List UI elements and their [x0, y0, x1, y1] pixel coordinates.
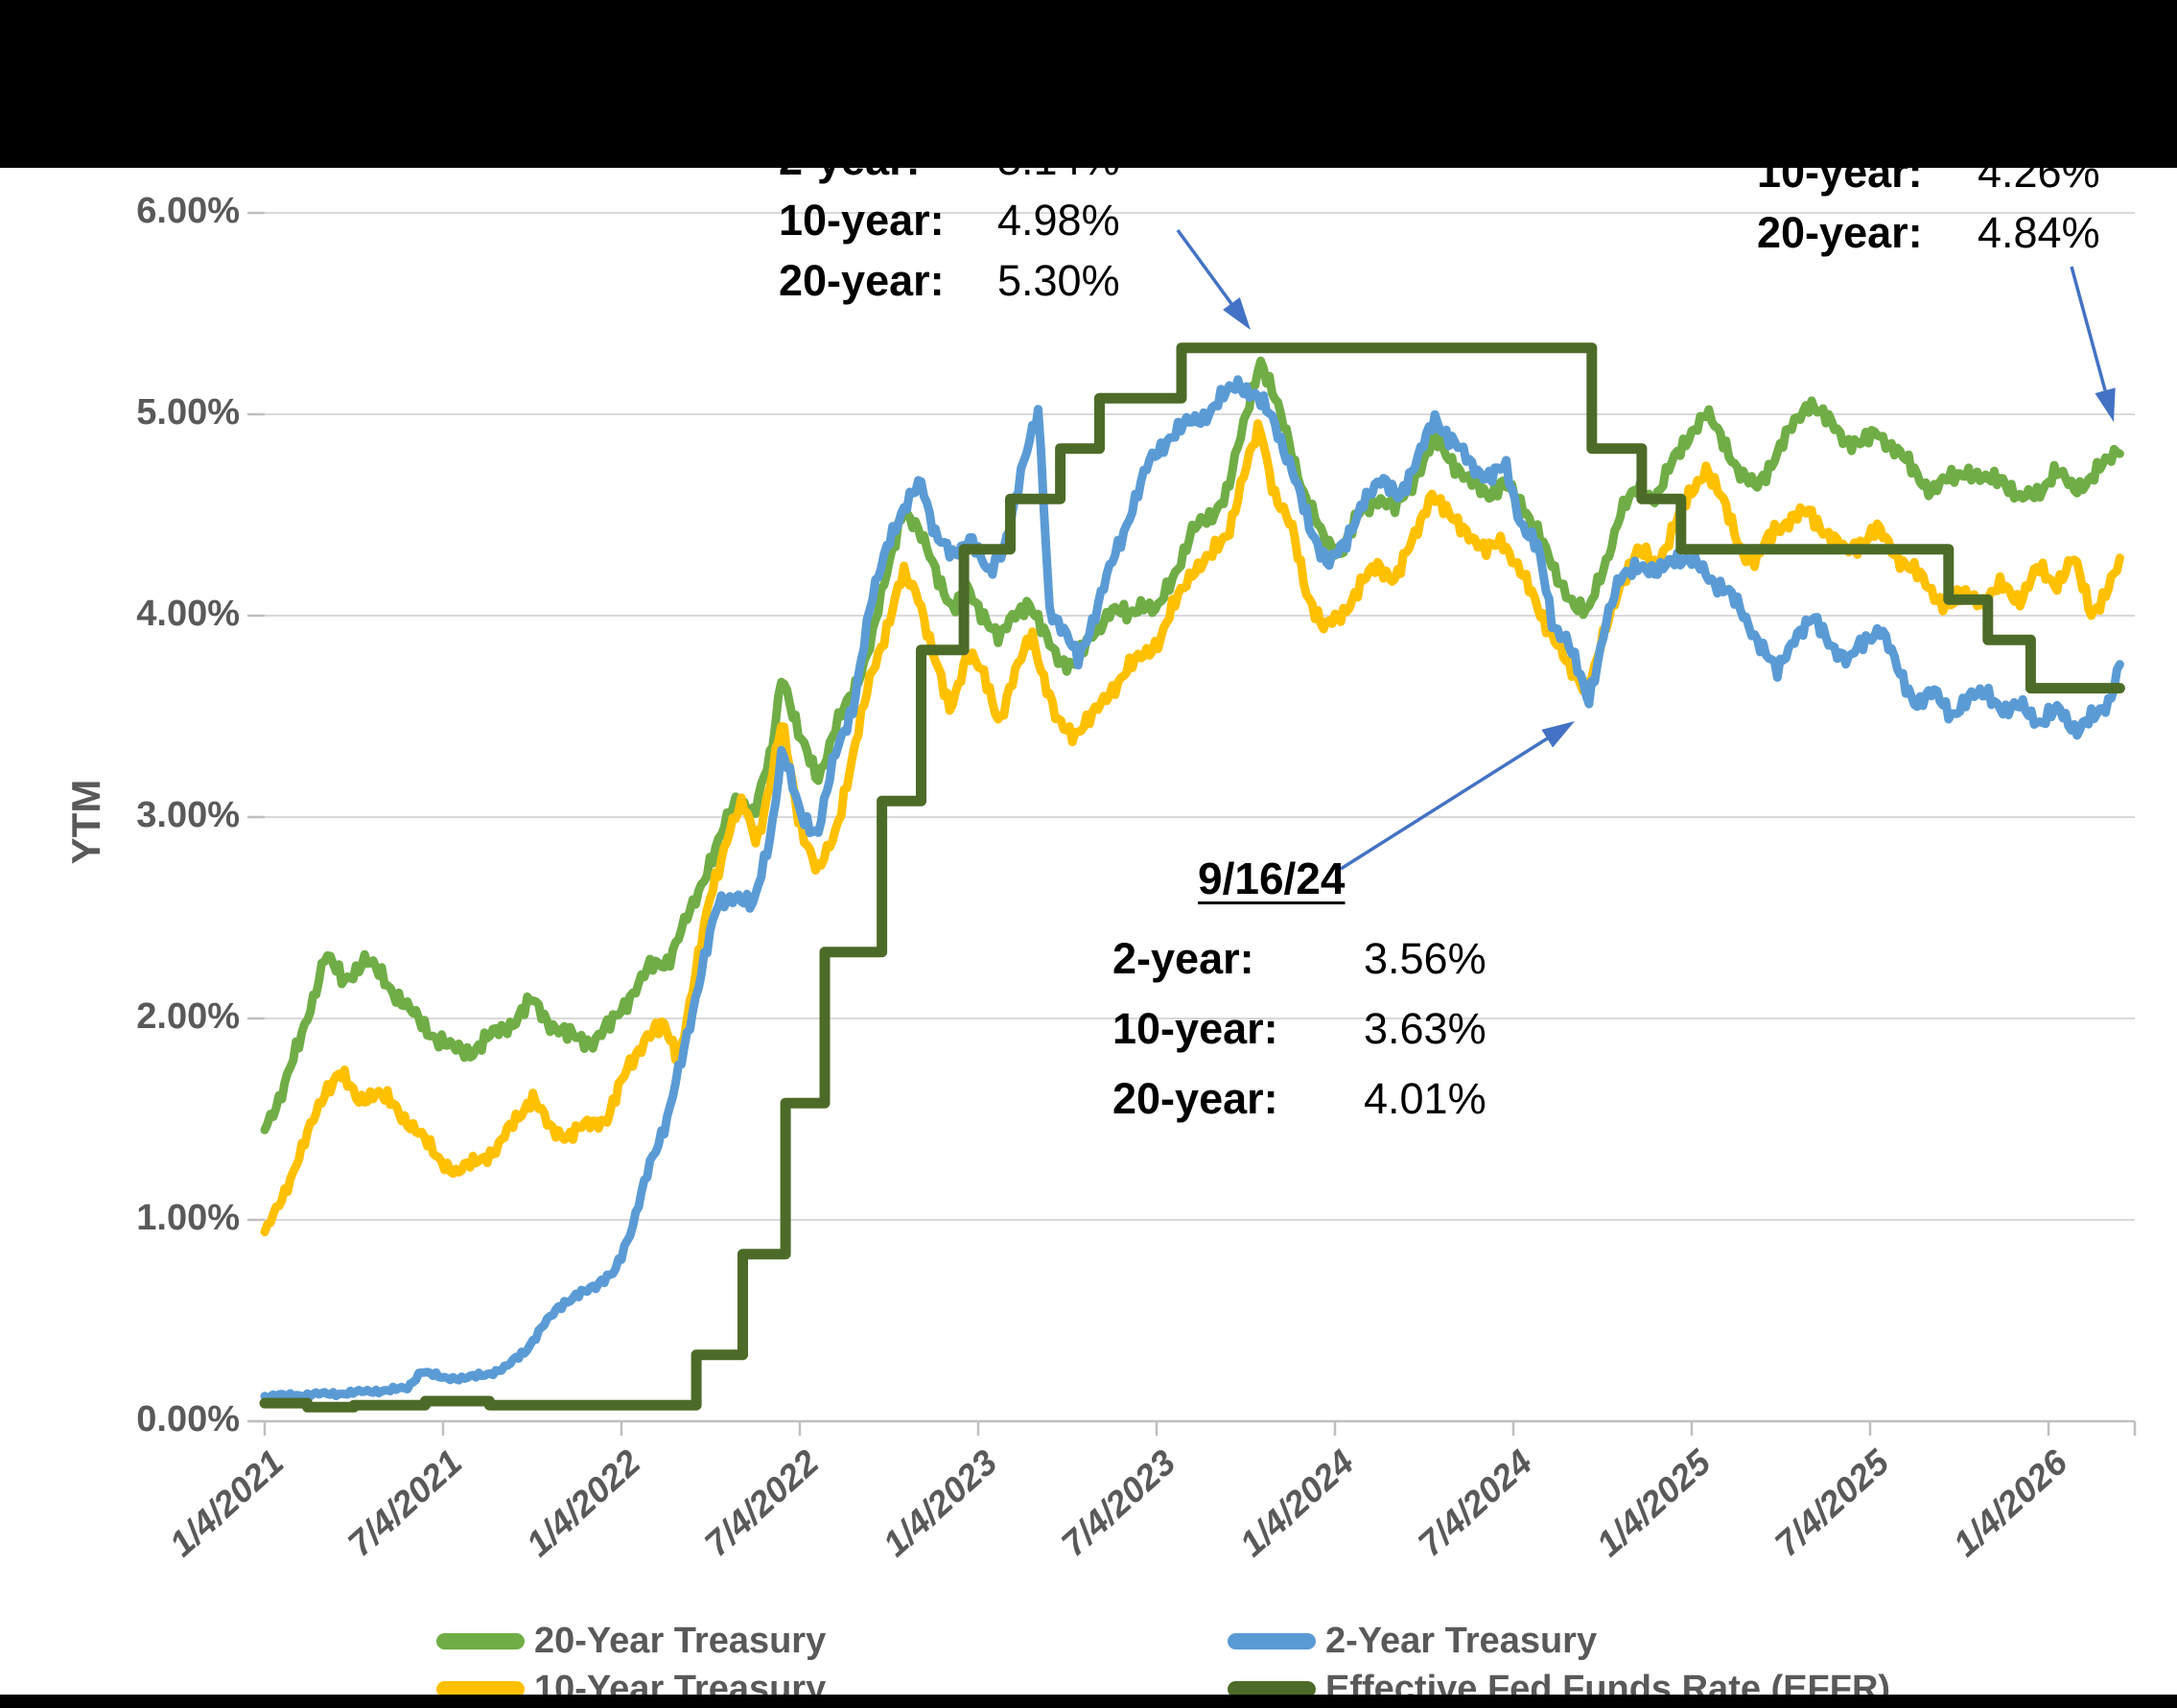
legend-swatch-effr [1228, 1681, 1316, 1697]
series-line-20-year-treasury [260, 356, 2124, 1135]
y-axis-tick-label: 2.00% [136, 996, 240, 1037]
legend-item-20-year-treasury: 20-Year Treasury [436, 1621, 826, 1662]
y-axis-tick-label: 0.00% [136, 1399, 240, 1439]
annotation-row: 10-year: 3.63% [1112, 994, 1486, 1064]
annotation-row: 20-year: 4.01% [1112, 1064, 1486, 1134]
series-line-2-year-treasury [260, 375, 2124, 1403]
legend-swatch-2-year [1228, 1633, 1316, 1650]
annotation-row: 20-year: 4.84% [1757, 202, 2100, 263]
annotation-sep-16-2024: 9/16/24 2-year: 3.56% 10-year: 3.63% 20-… [1112, 844, 1486, 1134]
annotation-label: 10-year: [1112, 1004, 1278, 1053]
legend-swatch-20-year [436, 1633, 525, 1650]
y-axis-tick-label: 5.00% [136, 392, 240, 433]
annotation-arrow-head [1541, 721, 1575, 748]
annotation-label: 10-year: [779, 196, 945, 245]
top-crop-bar [0, 0, 2177, 168]
series-line-10-year-treasury [260, 419, 2124, 1237]
annotation-row: 20-year: 5.30% [779, 250, 1120, 311]
y-axis-tick-label: 3.00% [136, 795, 240, 835]
annotation-value: 5.30% [997, 256, 1120, 305]
y-axis-tick-label: 6.00% [136, 191, 240, 231]
legend-swatch-10-year [436, 1681, 525, 1697]
series-line-effective-fed-funds-rate-effr- [259, 342, 2125, 1413]
annotation-value: 4.98% [997, 196, 1120, 245]
annotation-value: 4.01% [1364, 1074, 1486, 1123]
annotation-value: 4.84% [1978, 208, 2100, 257]
legend-label: 20-Year Treasury [534, 1621, 827, 1661]
annotation-arrow-line [1176, 228, 1233, 305]
annotation-arrow-line [1340, 737, 1549, 871]
annotation-date-title: 9/16/24 [1198, 854, 1346, 903]
annotation-value: 3.63% [1364, 1004, 1486, 1053]
annotation-row: 2-year: 3.56% [1112, 924, 1486, 994]
legend-item-2-year-treasury: 2-Year Treasury [1228, 1621, 1597, 1662]
annotation-row: 10-year: 4.98% [779, 190, 1120, 250]
y-axis-tick-label: 1.00% [136, 1198, 240, 1238]
annotation-label: 20-year: [779, 256, 945, 305]
legend-label: 2-Year Treasury [1325, 1621, 1598, 1661]
annotation-label: 2-year: [1112, 934, 1254, 983]
y-axis-tick-label: 4.00% [136, 594, 240, 634]
annotation-arrow-head [2095, 387, 2116, 422]
annotation-value: 3.56% [1364, 934, 1486, 983]
annotation-label: 20-year: [1757, 208, 1923, 257]
annotation-arrow-line [2070, 266, 2107, 391]
bottom-crop-bar [0, 1695, 2177, 1708]
annotation-arrow-head [1223, 297, 1251, 330]
annotation-label: 20-year: [1112, 1074, 1278, 1123]
